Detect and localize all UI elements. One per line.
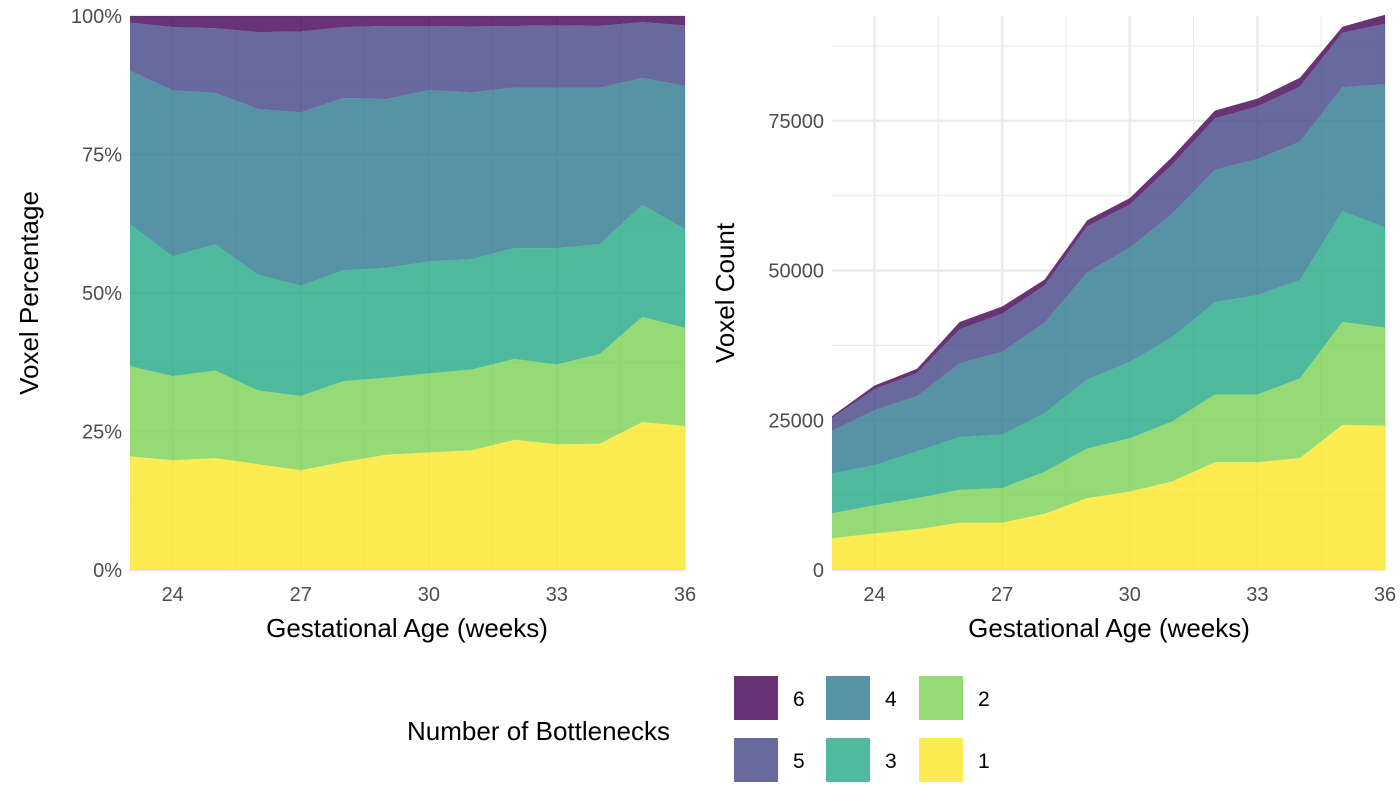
x-tick-label: 24 [863,584,885,606]
legend-title: Number of Bottlenecks [407,716,670,746]
x-tick-label: 36 [674,584,696,606]
x-tick-label: 24 [162,584,184,606]
legend-label-3: 3 [885,750,897,773]
percentage-x-ticks: 24 27 30 33 36 [162,584,697,606]
area-series-3 [130,204,685,397]
legend-swatch-5 [734,738,778,782]
percentage-x-axis-title: Gestational Age (weeks) [266,613,548,643]
legend-label-6: 6 [793,688,805,711]
count-x-axis-title: Gestational Age (weeks) [968,613,1250,643]
area-series-2 [130,316,685,471]
percentage-areas [130,16,685,570]
count-panel: 0 25000 50000 75000 24 27 30 33 36 Gestational … [710,14,1396,643]
count-areas [832,14,1385,570]
x-tick-label: 33 [546,584,568,606]
percentage-y-ticks: 0% 25% 50% 75% 100% [71,6,122,582]
x-tick-label: 36 [1374,584,1396,606]
y-tick-label: 25000 [768,410,824,432]
area-series-1 [832,425,1385,570]
percentage-y-axis-title: Voxel Percentage [14,191,44,395]
legend-label-5: 5 [793,750,805,773]
legend-swatch-1 [919,738,963,782]
legend-label-4: 4 [885,688,897,711]
y-tick-label: 50% [82,283,122,305]
x-tick-label: 27 [290,584,312,606]
y-tick-label: 0 [813,560,824,582]
y-tick-label: 25% [82,422,122,444]
legend-swatch-6 [734,676,778,720]
percentage-panel: 0% 25% 50% 75% 100% 24 27 30 33 36 Gestational A… [14,6,696,643]
legend-items: 6 4 2 5 3 1 [734,676,990,782]
y-tick-label: 75000 [768,111,824,133]
x-tick-label: 30 [1119,584,1141,606]
x-tick-label: 30 [418,584,440,606]
x-tick-label: 27 [991,584,1013,606]
area-series-4 [832,84,1385,474]
legend: Number of Bottlenecks 6 4 2 5 3 1 [407,676,990,782]
x-tick-label: 33 [1246,584,1268,606]
y-tick-label: 0% [93,560,122,582]
count-x-ticks: 24 27 30 33 36 [863,584,1396,606]
area-series-3 [832,211,1385,514]
count-y-axis-title: Voxel Count [710,222,740,363]
legend-label-2: 2 [978,688,990,711]
area-series-2 [832,322,1385,539]
legend-swatch-4 [826,676,870,720]
legend-swatch-2 [919,676,963,720]
y-tick-label: 75% [82,145,122,167]
area-series-5 [130,22,685,113]
legend-label-1: 1 [978,750,990,773]
area-series-6 [130,16,685,33]
y-tick-label: 50000 [768,261,824,283]
count-y-ticks: 0 25000 50000 75000 [768,111,824,582]
area-series-5 [832,23,1385,432]
legend-swatch-3 [826,738,870,782]
area-series-4 [130,70,685,286]
y-tick-label: 100% [71,6,122,28]
area-series-1 [130,422,685,570]
